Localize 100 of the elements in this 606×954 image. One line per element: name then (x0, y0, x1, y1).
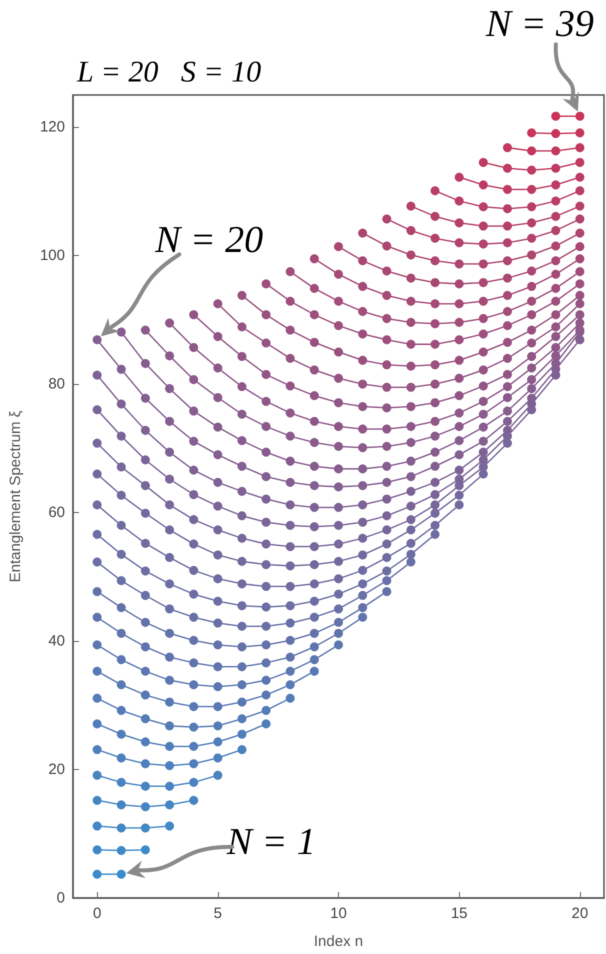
point (478, 329, 488, 338)
y-tick-label: 120 (40, 118, 65, 136)
point (213, 550, 222, 560)
point (527, 296, 536, 306)
point (382, 241, 392, 250)
point (575, 318, 584, 328)
point (140, 782, 150, 791)
point (454, 436, 464, 446)
point (286, 666, 295, 676)
point (140, 566, 150, 576)
x-tick-label: 20 (572, 905, 588, 922)
x-tick-label: 0 (92, 905, 102, 922)
point (140, 690, 150, 700)
point (358, 500, 368, 510)
point (237, 511, 246, 520)
point (575, 202, 584, 211)
point (237, 322, 246, 332)
point (575, 158, 584, 167)
point (454, 172, 464, 182)
point (575, 143, 584, 152)
point (262, 448, 271, 457)
y-tick-label: 40 (48, 632, 65, 650)
point (310, 254, 319, 264)
point (430, 340, 440, 349)
point (286, 267, 295, 276)
point (454, 335, 464, 344)
point (502, 321, 512, 330)
point (262, 518, 271, 527)
point (478, 436, 488, 446)
point (406, 382, 416, 392)
point (213, 332, 222, 342)
point (92, 405, 102, 414)
point (575, 172, 584, 182)
point (430, 212, 440, 221)
point (454, 490, 464, 500)
point (189, 612, 198, 622)
point (382, 314, 392, 324)
point (358, 424, 368, 434)
point (502, 382, 512, 392)
point (527, 310, 536, 320)
point (406, 550, 416, 559)
point (502, 238, 512, 248)
point (454, 466, 464, 475)
point (551, 256, 560, 266)
point (358, 256, 368, 266)
point (334, 374, 343, 383)
point (551, 284, 560, 293)
point (454, 356, 464, 365)
point (262, 370, 271, 379)
point (334, 502, 343, 512)
point (140, 590, 150, 600)
point (310, 542, 319, 552)
point (237, 642, 246, 652)
point (430, 500, 440, 510)
point (551, 322, 560, 332)
point (286, 561, 295, 570)
point (478, 396, 488, 406)
point (406, 472, 416, 482)
point (502, 184, 512, 194)
point (430, 278, 440, 288)
point (527, 338, 536, 348)
point (406, 226, 416, 236)
point (116, 800, 126, 810)
point (189, 680, 198, 690)
point (430, 520, 440, 530)
point (213, 770, 222, 780)
point (430, 508, 440, 518)
point (140, 642, 150, 652)
point (382, 525, 392, 534)
point (310, 416, 319, 426)
point (189, 566, 198, 575)
point (237, 556, 246, 566)
point (406, 456, 416, 466)
point (213, 478, 222, 487)
point (551, 196, 560, 206)
point (478, 240, 488, 249)
point (575, 299, 584, 308)
point (140, 802, 150, 812)
point (334, 640, 343, 650)
point (358, 590, 368, 600)
point (116, 628, 126, 638)
point (527, 184, 536, 194)
point (165, 553, 174, 562)
point (478, 455, 488, 464)
point (286, 382, 295, 391)
point (551, 310, 560, 320)
point (527, 384, 536, 394)
point (551, 226, 560, 236)
point (406, 502, 416, 511)
point (286, 694, 295, 703)
point (334, 242, 343, 252)
point (310, 502, 319, 512)
point (310, 628, 319, 638)
annotation: N = 20 (154, 218, 264, 261)
point (310, 579, 319, 588)
point (189, 742, 198, 751)
point (116, 778, 126, 787)
point (92, 335, 102, 344)
point (334, 604, 343, 614)
point (140, 326, 150, 335)
